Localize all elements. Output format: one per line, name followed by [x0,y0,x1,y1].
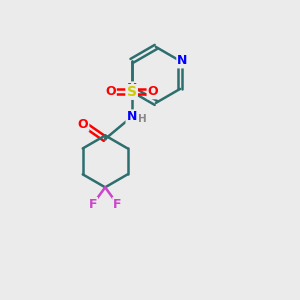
Text: H: H [138,114,147,124]
Text: F: F [113,198,122,211]
Text: N: N [127,110,137,123]
Text: F: F [88,198,97,211]
Text: S: S [127,85,137,99]
Text: O: O [105,85,116,98]
Text: N: N [127,82,137,95]
Text: O: O [78,118,88,131]
Text: O: O [148,85,158,98]
Text: N: N [177,54,188,68]
